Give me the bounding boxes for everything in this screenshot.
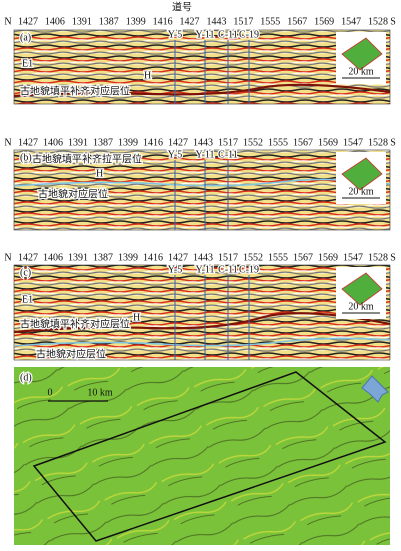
map-panel: 0 10 km (d) <box>14 367 390 545</box>
annotation: 古地貌填平补齐拉平层位 <box>32 152 142 165</box>
north-arrow <box>361 375 389 403</box>
trace-number: 1555 <box>268 252 288 263</box>
annotation: H <box>96 168 103 179</box>
trace-number: 1552 <box>243 252 263 263</box>
horizon-blue <box>13 178 391 187</box>
inset-scale-label: 20 km <box>348 186 374 197</box>
seismic-section <box>13 29 391 105</box>
trace-number: 1416 <box>143 252 163 263</box>
trace-number: 1427 <box>180 16 200 27</box>
inset-scale-label: 20 km <box>348 301 374 312</box>
inset-map <box>341 157 383 191</box>
inset-map <box>341 37 383 71</box>
well-label: C-11 <box>218 149 238 160</box>
trace-number: 1517 <box>218 252 238 263</box>
trace-number: 1552 <box>243 137 263 148</box>
well-label: C-19 <box>239 264 259 275</box>
trace-number: 1391 <box>68 137 88 148</box>
panel-label: (c) <box>20 267 31 278</box>
well-label: Y-11 <box>195 29 214 40</box>
trace-number: 1387 <box>93 252 113 263</box>
study-area <box>32 371 387 542</box>
trace-number: 1567 <box>293 137 313 148</box>
trace-number: 1406 <box>43 252 63 263</box>
horizon-blue <box>13 337 391 347</box>
trace-number: 1517 <box>233 16 253 27</box>
trace-number: 1569 <box>318 252 338 263</box>
seismic-section <box>13 149 391 231</box>
horizon-red <box>13 312 391 334</box>
annotation: 古地貌填平补齐对应层位 <box>20 84 130 97</box>
axis-end: S <box>390 137 396 148</box>
trace-number: 1547 <box>341 16 361 27</box>
axis-start: N <box>4 137 11 148</box>
trace-number: 1528 <box>368 16 388 27</box>
trace-number: 1555 <box>260 16 280 27</box>
panel-label: (b) <box>20 152 32 163</box>
trace-number: 1443 <box>193 137 213 148</box>
well-label: Y-5 <box>168 264 182 275</box>
annotation: H <box>144 70 151 81</box>
trace-number: 1567 <box>293 252 313 263</box>
trace-number: 1528 <box>368 137 388 148</box>
well-label: Y-5 <box>168 149 182 160</box>
well-label: Y-5 <box>168 29 182 40</box>
axis-end: S <box>390 16 396 27</box>
trace-number: 1427 <box>168 137 188 148</box>
trace-number: 1406 <box>45 16 65 27</box>
trace-number: 1427 <box>18 252 38 263</box>
trace-number: 1547 <box>343 252 363 263</box>
horizon-red <box>13 83 391 98</box>
terrain-shade <box>14 367 390 545</box>
trace-number: 1547 <box>343 137 363 148</box>
trace-number: 1555 <box>268 137 288 148</box>
panel-label: (d) <box>20 372 32 383</box>
trace-number: 1391 <box>68 252 88 263</box>
inset-scale-label: 20 km <box>348 66 374 77</box>
scale-end: 10 km <box>87 387 113 398</box>
trace-number: 1569 <box>314 16 334 27</box>
track-title: 道号 <box>172 0 192 13</box>
axis-start: N <box>4 252 11 263</box>
panel-label: (a) <box>20 32 31 43</box>
seismic-panels: N S 1427 1406 1391 1387 1399 1416 1427 1443 1517 15… <box>4 16 396 361</box>
trace-number: 1399 <box>126 16 146 27</box>
trace-number: 1406 <box>43 137 63 148</box>
trace-number: 1567 <box>287 16 307 27</box>
annotation: E1 <box>22 58 33 69</box>
annotation: 古地貌对应层位 <box>38 187 108 200</box>
trace-number: 1427 <box>18 16 38 27</box>
trace-number: 1427 <box>168 252 188 263</box>
scale-start: 0 <box>48 387 53 398</box>
trace-number: 1528 <box>368 252 388 263</box>
annotation: E1 <box>22 294 33 305</box>
trace-number: 1391 <box>72 16 92 27</box>
trace-number: 1569 <box>318 137 338 148</box>
well-label: C-19 <box>239 29 259 40</box>
trace-number: 1399 <box>118 137 138 148</box>
trace-number: 1387 <box>99 16 119 27</box>
trace-number: 1427 <box>18 137 38 148</box>
annotation: 古地貌填平补齐对应层位 <box>20 317 130 330</box>
well-label: Y-11 <box>195 264 214 275</box>
trace-number: 1443 <box>206 16 226 27</box>
well-label: C-11 <box>218 29 238 40</box>
trace-number: 1416 <box>153 16 173 27</box>
trace-number: 1517 <box>218 137 238 148</box>
axis-end: S <box>390 252 396 263</box>
seismic-section <box>13 264 391 361</box>
inset-map <box>341 272 383 306</box>
annotation: H <box>133 312 140 323</box>
trace-number: 1416 <box>143 137 163 148</box>
well-label: C-11 <box>218 264 238 275</box>
axis-start: N <box>4 16 11 27</box>
annotation: 古地貌对应层位 <box>36 347 106 360</box>
trace-number: 1399 <box>118 252 138 263</box>
trace-number: 1387 <box>93 137 113 148</box>
well-label: Y-11 <box>195 149 214 160</box>
trace-number: 1443 <box>193 252 213 263</box>
